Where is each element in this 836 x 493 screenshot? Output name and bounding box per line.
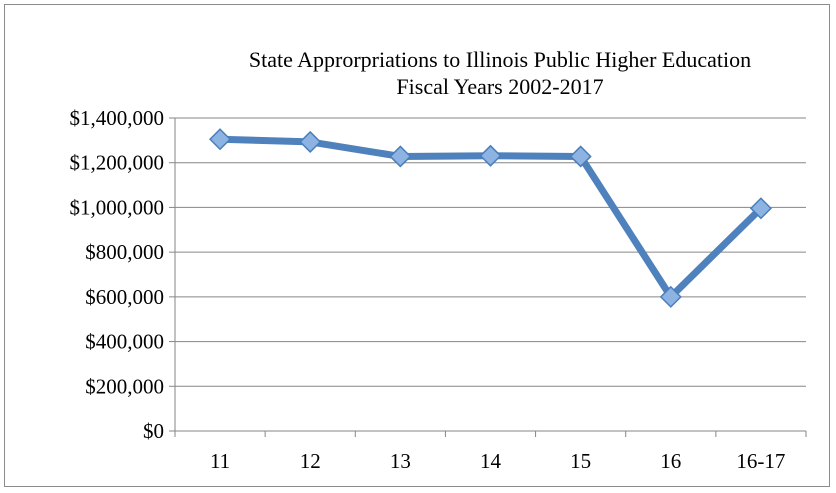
x-tick-label: 13 (390, 449, 411, 473)
x-tick-label: 16-17 (736, 449, 785, 473)
data-point (479, 144, 502, 167)
y-tick-label: $400,000 (85, 330, 164, 354)
data-point (209, 128, 232, 151)
x-tick-label: 11 (210, 449, 230, 473)
chart-title-line-2: Fiscal Years 2002-2017 (396, 74, 604, 99)
x-tick-label: 12 (300, 449, 321, 473)
y-tick-label: $200,000 (85, 374, 164, 398)
data-point (749, 197, 772, 220)
chart-frame (4, 4, 830, 487)
chart-title-line-1: State Apprοrpriations to Illinois Public… (248, 47, 752, 72)
x-tick-label: 16 (660, 449, 681, 473)
y-tick-label: $1,000,000 (70, 195, 165, 219)
data-point (569, 145, 592, 168)
data-point (389, 145, 412, 168)
y-tick-label: $600,000 (85, 285, 164, 309)
x-tick-label: 15 (570, 449, 591, 473)
x-tick-label: 14 (480, 449, 502, 473)
y-tick-label: $1,200,000 (70, 151, 165, 175)
y-tick-label: $0 (143, 419, 164, 443)
y-tick-label: $800,000 (85, 240, 164, 264)
y-tick-label: $1,400,000 (70, 106, 165, 130)
data-point (299, 130, 322, 153)
data-point (659, 285, 682, 308)
